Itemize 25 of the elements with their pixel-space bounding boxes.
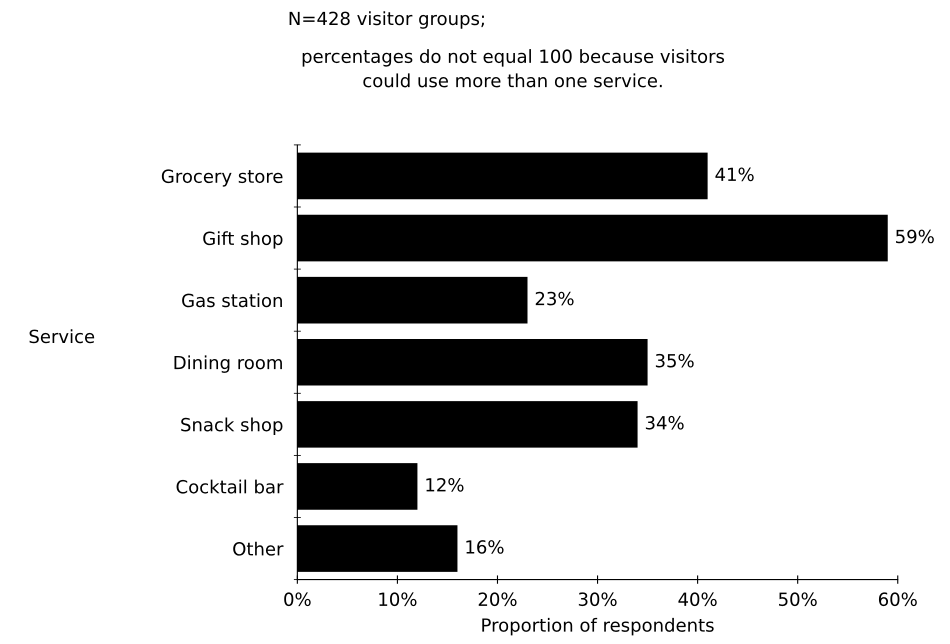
x-tick-label: 20% bbox=[478, 592, 517, 606]
x-tick-label: 0% bbox=[284, 592, 311, 606]
data-label: 41% bbox=[715, 168, 754, 182]
y-tick-label: Snack shop bbox=[181, 417, 282, 435]
text: percentages do not equal 100 because visitors could use more than one service. bbox=[302, 49, 724, 88]
data-label: 16% bbox=[466, 540, 504, 554]
y-tick-label: Other bbox=[233, 542, 284, 556]
x-tick-label: 50% bbox=[779, 592, 817, 606]
text: N=428 visitor groups; bbox=[290, 11, 484, 29]
data-label: 34% bbox=[646, 416, 684, 430]
y-tick-label: Gas station bbox=[182, 293, 282, 308]
y-tick-label: Dining room bbox=[174, 355, 282, 373]
x-tick-label: 10% bbox=[379, 592, 416, 606]
data-label: 23% bbox=[536, 292, 574, 306]
x-tick-label: 60% bbox=[878, 592, 917, 606]
data-label: 59% bbox=[896, 230, 934, 244]
x-tick-label: 30% bbox=[578, 592, 617, 606]
y-tick-label: Cocktail bar bbox=[176, 480, 284, 494]
y-tick-label: Gift shop bbox=[203, 231, 282, 249]
data-label: 12% bbox=[426, 478, 464, 492]
x-tick-label: 40% bbox=[678, 592, 717, 606]
data-label: 35% bbox=[656, 354, 694, 368]
y-tick-label: Grocery store bbox=[162, 169, 282, 187]
y-axis-title: Service bbox=[30, 329, 94, 344]
x-axis-title: Proportion of respondents bbox=[482, 618, 714, 636]
